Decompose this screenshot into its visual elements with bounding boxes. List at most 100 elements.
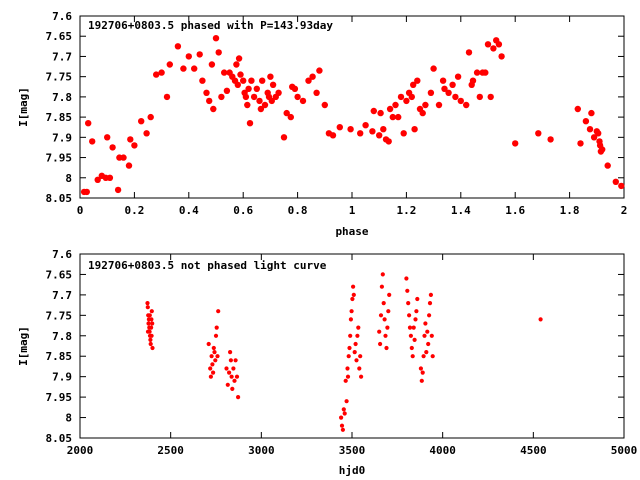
data-point bbox=[223, 87, 231, 95]
data-point bbox=[387, 292, 392, 297]
data-point bbox=[244, 101, 251, 109]
data-point bbox=[216, 309, 221, 314]
x-tick-label: 3000 bbox=[248, 444, 275, 457]
data-point bbox=[218, 93, 225, 101]
y-tick-label: 7.75 bbox=[46, 71, 73, 84]
x-tick-label: 0.2 bbox=[124, 204, 144, 217]
data-point bbox=[586, 126, 594, 133]
data-point bbox=[280, 134, 288, 141]
data-point bbox=[353, 341, 358, 347]
data-point bbox=[463, 101, 470, 109]
data-point bbox=[577, 140, 584, 147]
data-point bbox=[125, 162, 133, 169]
data-point bbox=[147, 113, 154, 121]
data-point bbox=[351, 292, 356, 297]
data-point bbox=[89, 138, 96, 145]
data-point bbox=[120, 154, 127, 161]
data-point bbox=[376, 132, 383, 139]
data-point bbox=[147, 313, 152, 318]
data-point bbox=[582, 118, 590, 125]
data-point bbox=[465, 49, 473, 56]
data-point bbox=[490, 45, 497, 52]
y-tick-label: 7.95 bbox=[46, 152, 73, 165]
x-tick-label: 1.6 bbox=[505, 204, 525, 217]
data-point bbox=[208, 61, 216, 68]
x-tick-label: 4500 bbox=[520, 444, 547, 457]
data-point bbox=[392, 101, 399, 109]
y-tick-label: 7.65 bbox=[46, 268, 73, 281]
x-tick-label: 2000 bbox=[67, 444, 94, 457]
y-tick-label: 7.65 bbox=[46, 30, 73, 43]
y-tick-label: 8 bbox=[65, 412, 72, 425]
data-point bbox=[148, 341, 153, 347]
data-point bbox=[234, 374, 240, 379]
data-point bbox=[131, 142, 138, 149]
data-point bbox=[377, 109, 384, 117]
y-axis-label: I[mag] bbox=[17, 326, 30, 366]
data-point bbox=[211, 370, 216, 375]
data-point bbox=[618, 182, 625, 190]
data-point bbox=[354, 358, 359, 363]
data-point bbox=[604, 162, 611, 169]
data-point bbox=[405, 288, 410, 293]
data-point bbox=[424, 350, 429, 355]
data-point bbox=[329, 132, 337, 139]
data-point bbox=[357, 366, 362, 371]
data-point bbox=[380, 126, 387, 133]
x-tick-label: 2500 bbox=[157, 444, 184, 457]
data-point bbox=[404, 276, 409, 281]
data-point bbox=[145, 329, 151, 334]
data-point bbox=[228, 358, 233, 363]
data-point bbox=[412, 337, 417, 342]
data-point bbox=[233, 358, 238, 363]
data-point bbox=[109, 144, 116, 151]
x-axis-label: hjd0 bbox=[339, 464, 366, 477]
data-point bbox=[403, 97, 410, 105]
data-point bbox=[439, 77, 447, 84]
data-point bbox=[435, 101, 443, 109]
data-point bbox=[294, 93, 301, 101]
data-point bbox=[407, 325, 413, 330]
data-point bbox=[242, 93, 250, 101]
data-point bbox=[316, 67, 323, 74]
data-point bbox=[345, 374, 351, 379]
data-point bbox=[357, 130, 364, 137]
data-point bbox=[425, 329, 430, 334]
data-point bbox=[275, 89, 282, 97]
data-point bbox=[408, 333, 413, 338]
data-point bbox=[347, 345, 352, 351]
data-point bbox=[588, 109, 595, 117]
data-point bbox=[231, 366, 236, 371]
data-point bbox=[106, 174, 114, 181]
x-tick-label: 1.2 bbox=[396, 204, 416, 217]
data-point bbox=[427, 301, 433, 306]
data-point bbox=[359, 374, 364, 379]
data-point bbox=[283, 109, 290, 117]
data-point bbox=[228, 350, 233, 355]
plot-frame bbox=[79, 15, 625, 199]
data-point bbox=[146, 321, 151, 326]
data-point bbox=[348, 317, 353, 322]
data-point bbox=[269, 81, 277, 89]
data-point bbox=[473, 69, 481, 76]
chart-title: 192706+0803.5 not phased light curve bbox=[88, 259, 327, 272]
data-point bbox=[452, 93, 459, 101]
data-point bbox=[209, 354, 214, 359]
data-point bbox=[85, 120, 92, 127]
data-point bbox=[385, 325, 390, 330]
data-point bbox=[418, 366, 423, 371]
data-point bbox=[423, 321, 428, 326]
data-point bbox=[415, 296, 420, 302]
y-tick-label: 7.85 bbox=[46, 350, 73, 363]
y-tick-label: 7.75 bbox=[46, 309, 73, 322]
data-point bbox=[449, 81, 456, 89]
data-point bbox=[426, 341, 431, 347]
data-point bbox=[253, 85, 260, 93]
y-tick-label: 7.7 bbox=[52, 289, 72, 302]
data-point bbox=[386, 105, 394, 113]
data-point bbox=[420, 370, 425, 375]
data-point bbox=[230, 386, 235, 391]
data-point bbox=[410, 81, 417, 89]
x-tick-label: 1.8 bbox=[560, 204, 580, 217]
